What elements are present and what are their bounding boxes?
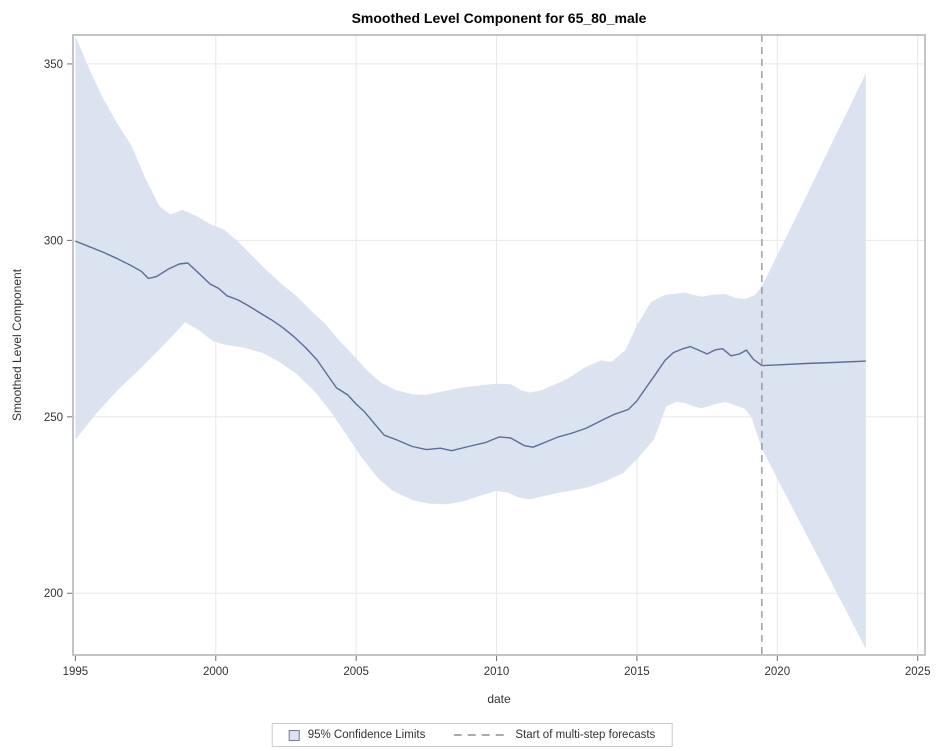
x-axis-title: date [487, 692, 511, 706]
x-tick-label: 1995 [63, 666, 89, 678]
plot-border [72, 34, 926, 656]
y-tick-label: 250 [44, 412, 63, 424]
x-tick-label: 2015 [624, 666, 650, 678]
smoothed-level-line [75, 240, 866, 452]
y-tick-label: 200 [44, 588, 63, 600]
x-tick-label: 2010 [484, 666, 510, 678]
legend-label-confidence: 95% Confidence Limits [307, 729, 426, 741]
level-component-chart: 1995 2000 2005 2010 2015 2020 2025 200 250 300 350 [44, 34, 931, 678]
x-tick-label: 2005 [343, 666, 369, 678]
dashed-line-sample-icon [453, 734, 508, 736]
y-tick-label: 300 [44, 235, 63, 247]
confidence-band-swatch-icon [288, 729, 300, 741]
confidence-band [75, 36, 866, 649]
x-tick-label: 2020 [765, 666, 791, 678]
y-axis-title: Smoothed Level Component [10, 268, 24, 422]
x-tick-label: 2025 [905, 666, 931, 678]
legend: 95% Confidence Limits Start of multi-ste… [271, 723, 673, 747]
legend-label-forecast-start: Start of multi-step forecasts [515, 729, 656, 741]
x-tick-label: 2000 [203, 666, 229, 678]
y-tick-label: 350 [44, 59, 63, 71]
chart-title: Smoothed Level Component for 65_80_male [351, 10, 647, 26]
